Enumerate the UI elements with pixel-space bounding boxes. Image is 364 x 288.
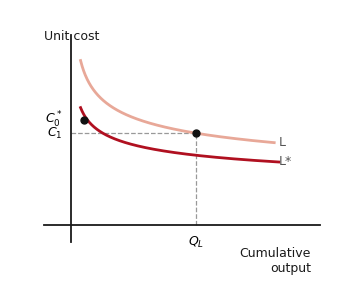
Text: $C_1$: $C_1$ bbox=[47, 126, 62, 141]
Text: Unit cost: Unit cost bbox=[44, 30, 99, 43]
Text: Cumulative
output: Cumulative output bbox=[240, 247, 311, 275]
Text: $C_0^*$: $C_0^*$ bbox=[45, 109, 62, 130]
Text: L*: L* bbox=[279, 155, 292, 168]
Text: $Q_L$: $Q_L$ bbox=[188, 235, 204, 250]
Text: L: L bbox=[279, 136, 286, 149]
